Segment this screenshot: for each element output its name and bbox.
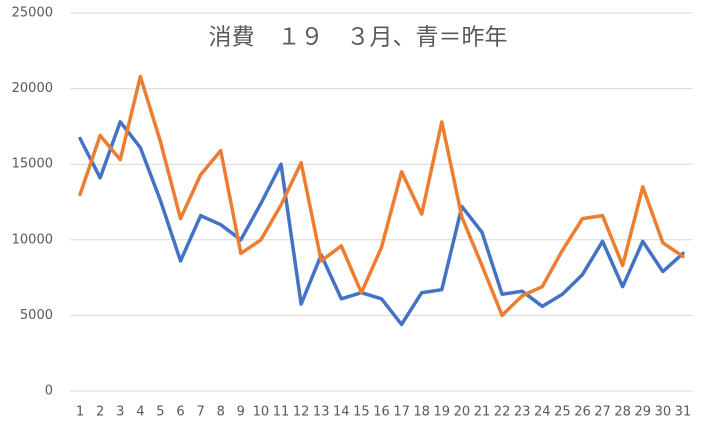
x-tick-label: 30 bbox=[655, 405, 672, 420]
line-series bbox=[78, 74, 685, 318]
x-tick-label: 19 bbox=[434, 405, 451, 420]
x-tick-label: 3 bbox=[116, 405, 124, 420]
line-series bbox=[78, 120, 685, 327]
x-tick-label: 14 bbox=[333, 405, 350, 420]
x-tick-label: 11 bbox=[273, 405, 290, 420]
x-tick-label: 10 bbox=[253, 405, 270, 420]
x-tick-label: 15 bbox=[353, 405, 370, 420]
x-tick-label: 6 bbox=[176, 405, 184, 420]
y-tick-label: 20000 bbox=[12, 81, 53, 96]
y-tick-label: 15000 bbox=[12, 157, 53, 172]
x-tick-label: 31 bbox=[675, 405, 692, 420]
y-tick-label: 0 bbox=[45, 384, 53, 399]
x-tick-label: 12 bbox=[293, 405, 310, 420]
x-tick-label: 9 bbox=[237, 405, 245, 420]
x-tick-label: 22 bbox=[494, 405, 511, 420]
x-tick-label: 16 bbox=[373, 405, 390, 420]
x-tick-label: 28 bbox=[614, 405, 631, 420]
x-tick-label: 27 bbox=[594, 405, 611, 420]
x-tick-label: 17 bbox=[393, 405, 410, 420]
x-tick-label: 29 bbox=[634, 405, 651, 420]
y-tick-label: 25000 bbox=[12, 6, 53, 21]
x-tick-label: 23 bbox=[514, 405, 531, 420]
y-tick-label: 10000 bbox=[12, 232, 53, 247]
x-tick-label: 18 bbox=[413, 405, 430, 420]
x-tick-label: 5 bbox=[156, 405, 164, 420]
y-tick-label: 5000 bbox=[20, 308, 53, 323]
x-tick-label: 2 bbox=[96, 405, 104, 420]
x-tick-label: 7 bbox=[196, 405, 204, 420]
x-tick-label: 26 bbox=[574, 405, 591, 420]
x-tick-label: 24 bbox=[534, 405, 551, 420]
x-tick-label: 21 bbox=[474, 405, 491, 420]
x-tick-label: 13 bbox=[313, 405, 330, 420]
x-tick-label: 4 bbox=[136, 405, 144, 420]
x-tick-label: 20 bbox=[454, 405, 471, 420]
chart-title: 消費 １９ ３月、青＝昨年 bbox=[209, 25, 508, 51]
x-tick-label: 1 bbox=[76, 405, 84, 420]
x-tick-label: 8 bbox=[217, 405, 225, 420]
x-tick-label: 25 bbox=[554, 405, 571, 420]
